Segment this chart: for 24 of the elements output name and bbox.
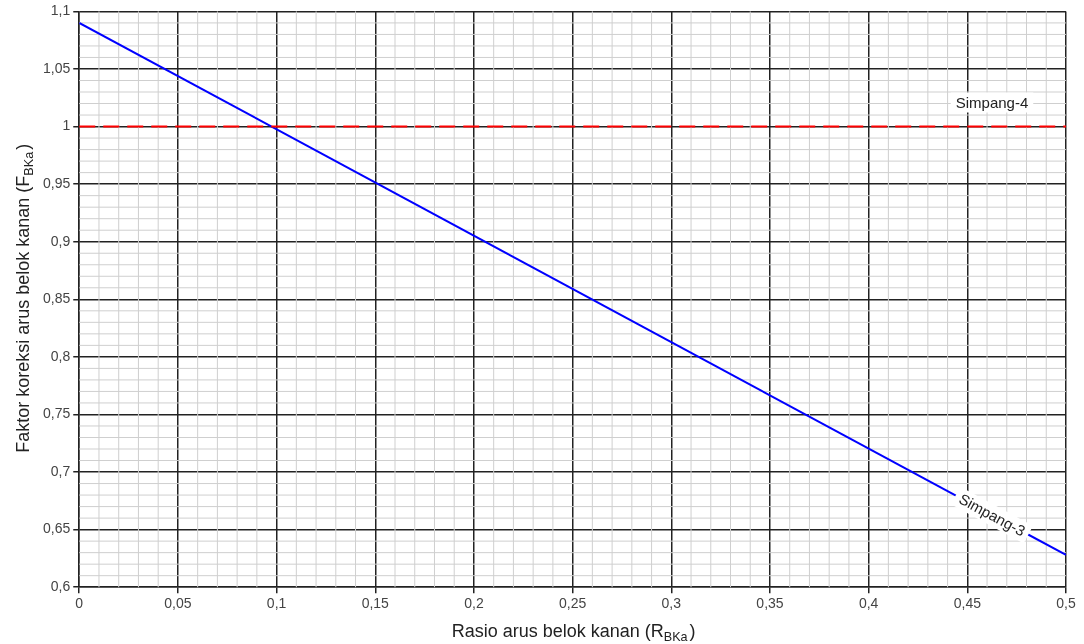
y-tick-label: 0,85	[43, 290, 71, 307]
y-axis-title: Faktor koreksi arus belok kanan (FBKa)	[12, 143, 36, 453]
x-tick-label: 0,4	[858, 595, 879, 612]
x-tick-label: 0,2	[464, 595, 484, 612]
y-tick-label: 1,1	[50, 2, 71, 19]
y-tick-label: 0,9	[50, 232, 71, 249]
x-tick-label: 0	[75, 595, 84, 612]
y-tick-label: 0,8	[50, 347, 71, 364]
x-tick-label: 0,5	[1056, 595, 1076, 612]
y-tick-label: 0,6	[50, 578, 71, 595]
y-tick-label: 0,75	[43, 405, 71, 422]
ref-line-label: Simpang-4	[955, 93, 1029, 111]
x-tick-label: 0,35	[756, 595, 784, 612]
x-tick-label: 0,3	[661, 595, 682, 612]
y-tick-label: 1	[62, 117, 71, 134]
y-tick-label: 0,7	[50, 462, 71, 479]
y-tick-label: 1,05	[43, 59, 71, 76]
x-tick-label: 0,15	[361, 595, 390, 612]
x-tick-label: 0,05	[164, 595, 192, 612]
x-tick-label: 0,1	[266, 595, 287, 612]
x-tick-label: 0,45	[953, 595, 982, 612]
y-tick-label: 0,65	[43, 520, 71, 537]
x-tick-label: 0,25	[559, 595, 587, 612]
y-tick-label: 0,95	[43, 175, 71, 191]
